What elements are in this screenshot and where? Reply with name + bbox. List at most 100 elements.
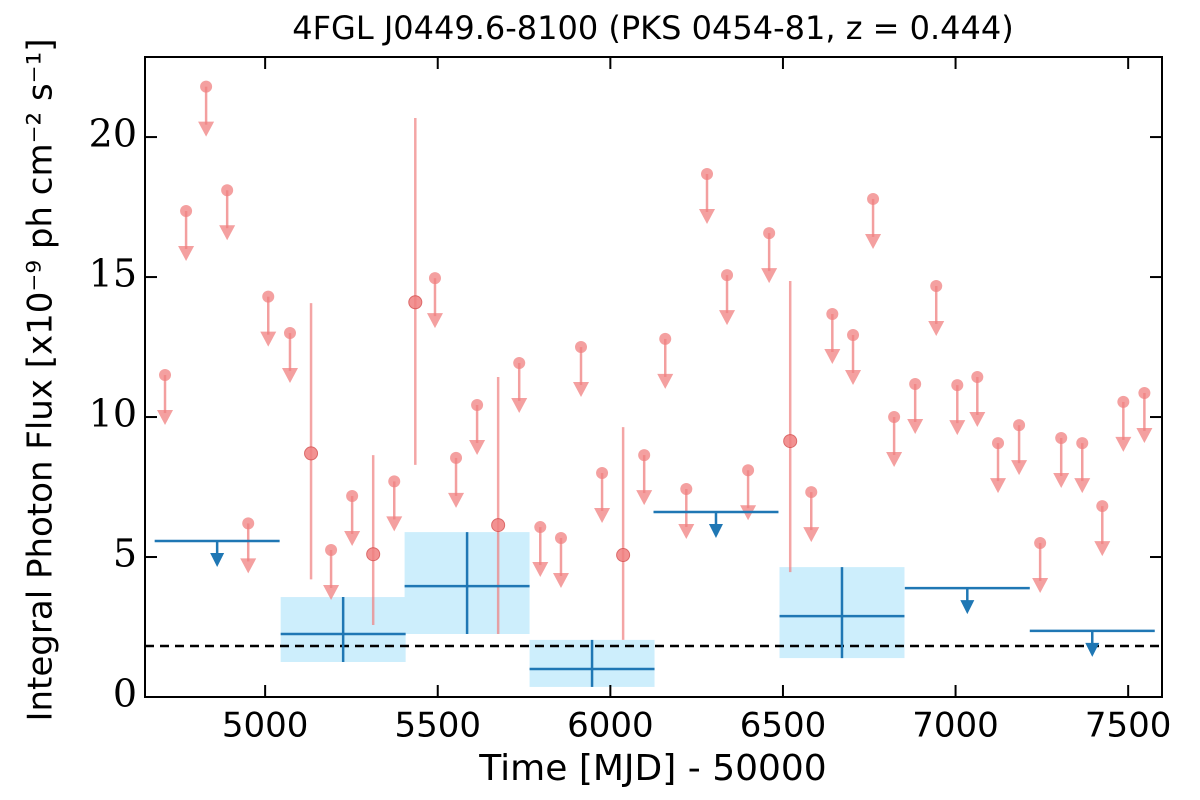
x-tick-label: 6000	[567, 706, 654, 746]
data-point	[951, 379, 964, 392]
data-point	[200, 80, 213, 93]
data-point	[616, 548, 631, 563]
data-point	[721, 269, 734, 282]
upper-limit-arrow	[594, 508, 611, 524]
data-point	[325, 544, 338, 557]
y-axis-label: Integral Photon Flux [x10⁻⁹ ph cm⁻² s⁻¹]	[21, 38, 61, 721]
upper-limit-arrow	[803, 527, 820, 543]
upper-limit-arrow	[657, 373, 674, 389]
upper-limit-arrow	[532, 562, 549, 578]
upper-limit-arrow	[845, 370, 862, 386]
x-tick-label: 5000	[222, 706, 309, 746]
upper-limit-arrow	[969, 412, 986, 427]
upper-limit-arrow	[1136, 427, 1153, 443]
data-point	[701, 168, 714, 181]
data-point	[971, 371, 984, 383]
upper-limit-arrow	[960, 600, 975, 615]
upper-limit-arrow	[323, 585, 340, 601]
upper-limit-arrow	[1011, 460, 1028, 476]
data-point	[346, 489, 359, 502]
data-point	[513, 357, 526, 370]
upper-limit-arrow	[1074, 478, 1091, 494]
data-point	[930, 280, 943, 293]
upper-limit-arrow	[260, 331, 277, 347]
upper-limit-arrow	[426, 313, 443, 329]
data-point	[491, 518, 506, 533]
upper-limit-arrow	[198, 121, 215, 137]
data-point	[554, 531, 567, 544]
upper-limit-arrow	[708, 523, 723, 538]
upper-limit-arrow	[219, 225, 236, 241]
upper-limit-arrow	[1115, 436, 1132, 452]
data-point	[534, 521, 547, 534]
data-point	[450, 451, 463, 464]
upper-limit-arrow	[573, 382, 590, 398]
upper-limit-arrow	[210, 553, 225, 568]
upper-limit-arrow	[928, 321, 945, 337]
data-point	[575, 341, 588, 354]
data-point	[638, 449, 651, 462]
data-point	[1096, 500, 1109, 513]
upper-limit-arrow	[1032, 578, 1049, 594]
data-point	[221, 184, 234, 197]
data-point	[763, 227, 776, 240]
data-point	[388, 475, 401, 488]
data-point	[304, 446, 319, 461]
data-point	[805, 486, 818, 499]
data-point	[826, 308, 839, 321]
upper-limit-arrow	[386, 516, 403, 532]
data-point	[1138, 386, 1151, 399]
y-tick-label: 10	[89, 392, 137, 436]
data-point	[992, 437, 1005, 450]
data-point	[1034, 537, 1047, 550]
data-point	[1055, 432, 1068, 445]
upper-limit-arrow	[636, 490, 653, 506]
data-point	[283, 327, 296, 340]
upper-limit-arrow	[678, 523, 695, 539]
upper-limit-arrow	[824, 349, 841, 365]
data-point	[408, 295, 423, 310]
y-tick-label: 5	[113, 532, 137, 576]
upper-limit-arrow	[949, 420, 966, 436]
data-point	[1013, 419, 1026, 432]
data-point	[659, 332, 672, 345]
upper-limit-arrow	[1085, 642, 1100, 657]
data-point	[888, 411, 901, 424]
x-tick-label: 6500	[740, 706, 827, 746]
upper-limit-arrow	[240, 558, 257, 574]
upper-limit-arrow	[178, 245, 195, 261]
x-tick-label: 7500	[1085, 706, 1172, 746]
y-tick-label: 20	[89, 112, 137, 156]
data-point	[1117, 395, 1130, 408]
data-point	[366, 547, 381, 562]
data-point	[471, 398, 484, 411]
data-point	[180, 204, 193, 217]
x-tick-label: 7000	[912, 706, 999, 746]
upper-limit-arrow	[448, 492, 465, 508]
y-tick-label: 15	[89, 252, 137, 296]
data-point	[428, 272, 441, 285]
data-point	[262, 290, 275, 303]
data-point	[742, 464, 755, 477]
data-point	[783, 434, 798, 449]
upper-limit-arrow	[719, 310, 736, 326]
data-point	[242, 517, 255, 530]
upper-limit-arrow	[886, 452, 903, 468]
data-point	[867, 192, 880, 205]
upper-limit-arrow	[865, 233, 882, 249]
y-tick-label: 0	[113, 672, 137, 716]
upper-limit-arrow	[1094, 541, 1111, 557]
upper-limit-arrow	[511, 398, 528, 414]
x-axis-label: Time [MJD] - 50000	[478, 748, 826, 789]
upper-limit-arrow	[761, 268, 778, 284]
upper-limit-arrow	[699, 209, 716, 225]
plot-frame	[144, 56, 1163, 698]
upper-limit-arrow	[552, 572, 569, 588]
upper-limit-arrow	[1053, 473, 1070, 489]
data-point	[680, 482, 693, 495]
upper-limit-arrow	[344, 530, 361, 546]
chart-title: 4FGL J0449.6-8100 (PKS 0454-81, z = 0.44…	[292, 9, 1013, 47]
upper-limit-arrow	[281, 368, 298, 384]
x-tick-label: 5500	[394, 706, 481, 746]
